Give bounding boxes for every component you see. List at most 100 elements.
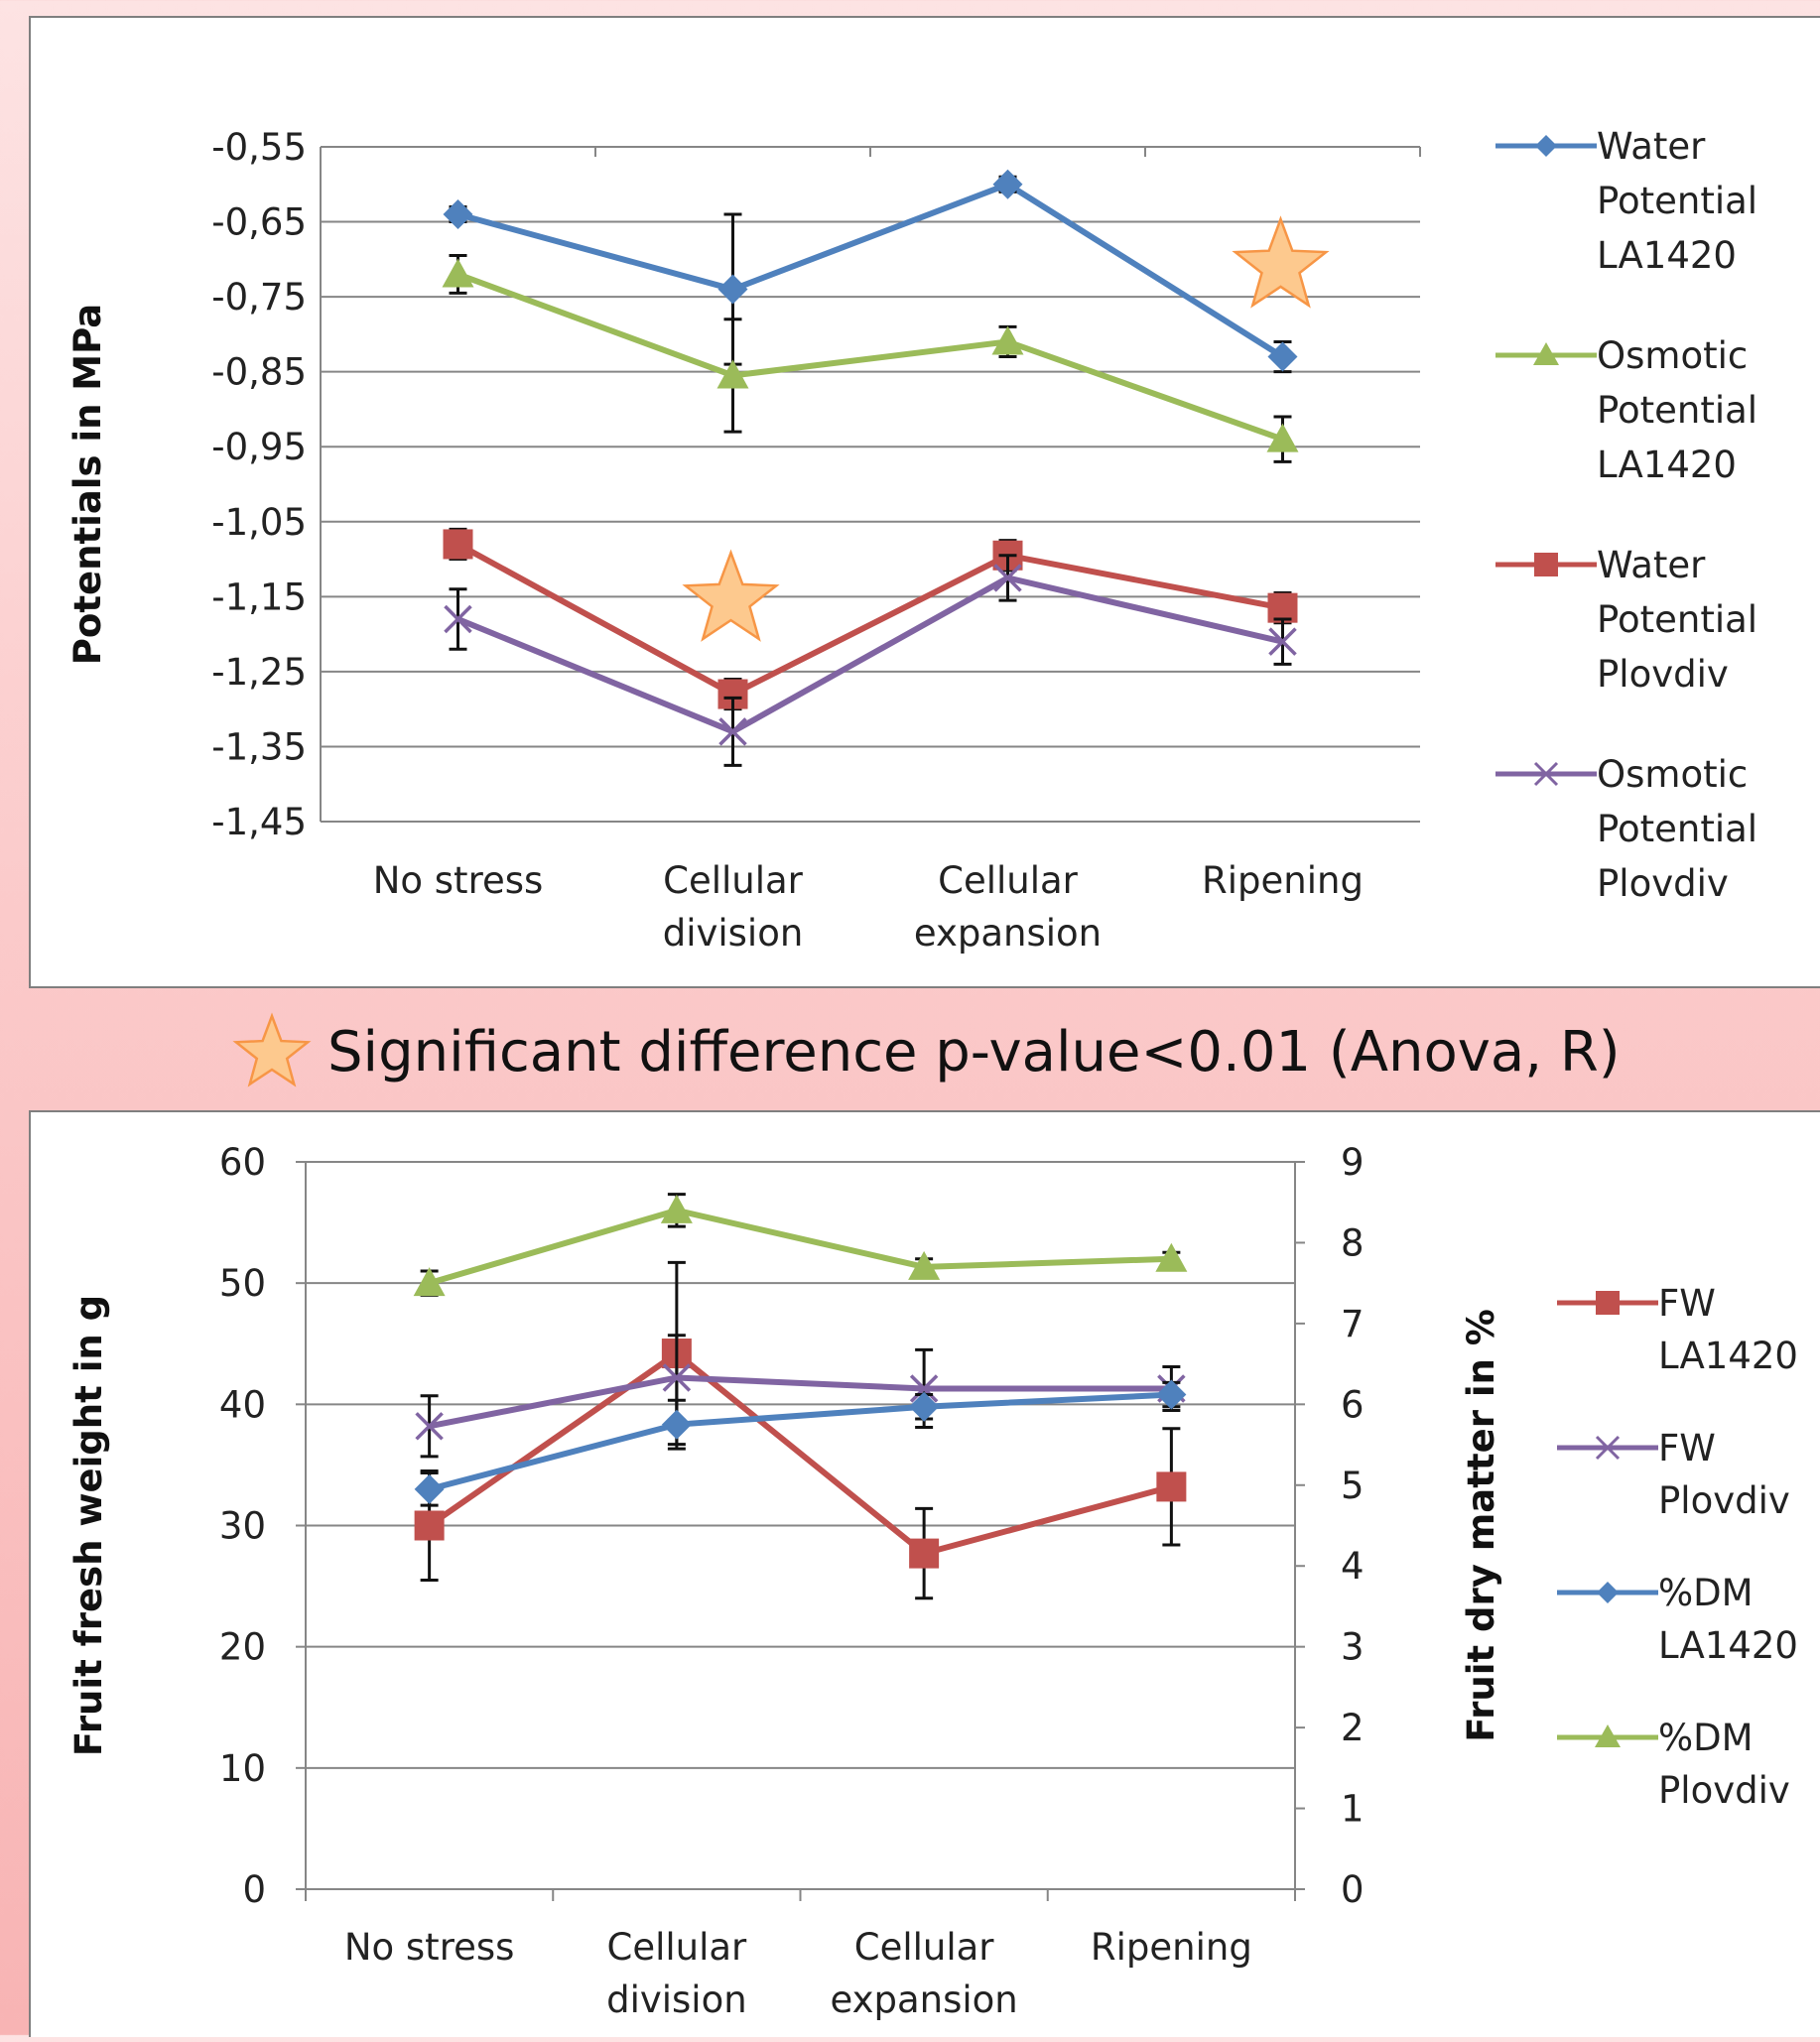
x-tick-label: Cellular division — [663, 859, 804, 955]
significance-star-icon — [1232, 215, 1330, 309]
series-line — [456, 271, 1284, 443]
series — [414, 1260, 1187, 1600]
y-tick-label: -0,85 — [211, 351, 307, 394]
significance-star-icon — [682, 549, 780, 642]
x-tick-label: Cellular division — [606, 1926, 747, 2021]
y2-tick-label: 2 — [1341, 1707, 1365, 1749]
svg-text:Potential: Potential — [1597, 180, 1757, 222]
legend-entry: Water Potential Plovdiv — [1495, 544, 1757, 696]
svg-text:Potential: Potential — [1597, 598, 1757, 641]
y-tick-label: -0,95 — [211, 426, 307, 468]
y-tick-label: -0,75 — [211, 276, 307, 319]
svg-text:Plovdiv: Plovdiv — [1658, 1769, 1790, 1812]
y2-tick-label: 4 — [1341, 1545, 1365, 1588]
svg-text:Potential: Potential — [1597, 389, 1757, 432]
y2-tick-label: 9 — [1341, 1141, 1365, 1184]
series-line — [427, 1349, 1173, 1557]
y2-tick-label: 1 — [1341, 1788, 1365, 1831]
data-point — [660, 1194, 693, 1223]
y-tick-label: 10 — [219, 1747, 266, 1790]
legend-entry: Osmotic Potential LA1420 — [1495, 334, 1757, 486]
y-tick-label: 40 — [219, 1383, 266, 1426]
data-point — [443, 199, 473, 229]
data-point — [415, 1412, 444, 1441]
data-point — [1266, 423, 1299, 452]
data-point — [991, 325, 1024, 355]
series-line — [456, 574, 1284, 735]
data-point — [1156, 1471, 1187, 1502]
data-point — [661, 1409, 692, 1440]
series-line — [428, 1207, 1172, 1287]
y-tick-label: -0,55 — [211, 126, 307, 169]
svg-text:LA1420: LA1420 — [1597, 444, 1737, 486]
y-tick-label: -1,25 — [211, 651, 307, 694]
y2-tick-label: 7 — [1341, 1303, 1365, 1345]
legend-entry: Osmotic Potential Plovdiv — [1495, 753, 1757, 905]
y2-axis-label: Fruit dry matter in % — [1460, 1309, 1502, 1742]
y-tick-label: -1,15 — [211, 575, 307, 618]
data-point — [1267, 341, 1298, 372]
y-tick-label: 0 — [242, 1868, 266, 1911]
data-point — [716, 359, 749, 389]
series-line — [456, 541, 1284, 698]
x-tick-label: Ripening — [1091, 1926, 1252, 1969]
series-line — [456, 181, 1285, 360]
y-tick-label: 30 — [219, 1505, 266, 1548]
y-tick-label: -1,35 — [211, 725, 307, 768]
y2-tick-label: 0 — [1341, 1868, 1365, 1911]
svg-text:Potential: Potential — [1597, 808, 1757, 850]
series — [413, 1193, 1188, 1297]
series — [443, 169, 1298, 374]
data-point — [442, 258, 474, 288]
potentials-chart-panel: -0,55 -0,65 -0,75 -0,85 -0,95 -1,05 -1,15 -1,25… — [29, 16, 1820, 988]
legend-entry: Water Potential LA1420 — [1495, 125, 1757, 277]
y2-tick-label: 8 — [1341, 1221, 1365, 1264]
data-point — [1156, 1379, 1187, 1410]
legend-entry: %DM Plovdiv — [1557, 1717, 1790, 1812]
legend-entry: FW LA1420 — [1557, 1282, 1798, 1377]
data-point — [909, 1374, 939, 1403]
potentials-chart: -0,55 -0,65 -0,75 -0,85 -0,95 -1,05 -1,15 -1,25… — [66, 125, 1757, 955]
data-point — [413, 1267, 446, 1297]
y2-tick-label: 3 — [1341, 1626, 1365, 1669]
fruit-weight-chart: 0 10 20 30 40 50 60 0 1 2 3 4 5 6 7 8 9 No stress Cellular… — [67, 1141, 1798, 2021]
x-tick-label: No stress — [344, 1926, 515, 1969]
svg-text:Plovdiv: Plovdiv — [1597, 653, 1729, 696]
y2-tick-label: 6 — [1341, 1383, 1365, 1426]
x-tick-label: Cellular expansion — [830, 1926, 1017, 2021]
data-point — [443, 529, 473, 560]
data-point — [718, 717, 747, 746]
x-tick-label: No stress — [373, 859, 544, 902]
svg-text:Water: Water — [1597, 125, 1706, 168]
star-icon — [232, 1012, 312, 1087]
y-tick-label: -0,65 — [211, 201, 307, 244]
fruit-weight-chart-panel: 0 10 20 30 40 50 60 0 1 2 3 4 5 6 7 8 9 No stress Cellular… — [29, 1110, 1820, 2037]
significance-note-text: Significant difference p-value<0.01 (Ano… — [327, 1019, 1621, 1085]
data-point — [908, 1250, 941, 1280]
y-tick-label: 20 — [219, 1626, 266, 1669]
svg-text:Plovdiv: Plovdiv — [1658, 1479, 1790, 1522]
svg-text:Water: Water — [1597, 544, 1706, 586]
series — [414, 1379, 1187, 1507]
svg-text:%DM: %DM — [1658, 1572, 1754, 1614]
x-tick-label: Ripening — [1202, 859, 1364, 902]
svg-text:LA1420: LA1420 — [1597, 234, 1737, 277]
data-point — [444, 604, 472, 634]
svg-text:FW: FW — [1658, 1282, 1716, 1325]
data-point — [717, 274, 748, 305]
svg-text:%DM: %DM — [1658, 1717, 1754, 1759]
data-point — [909, 1391, 940, 1422]
svg-text:Osmotic: Osmotic — [1597, 334, 1748, 377]
y-tick-label: 50 — [219, 1262, 266, 1305]
series — [444, 554, 1297, 767]
y-axis-label: Potentials in MPa — [66, 304, 109, 665]
series-line — [429, 1374, 1172, 1430]
series-line — [428, 1391, 1172, 1492]
data-point — [414, 1510, 445, 1541]
series — [442, 254, 1299, 463]
svg-text:FW: FW — [1658, 1427, 1716, 1469]
data-point — [1268, 627, 1297, 656]
svg-text:LA1420: LA1420 — [1658, 1624, 1798, 1667]
legend-entry: FW Plovdiv — [1557, 1427, 1790, 1522]
data-point — [993, 564, 1022, 592]
